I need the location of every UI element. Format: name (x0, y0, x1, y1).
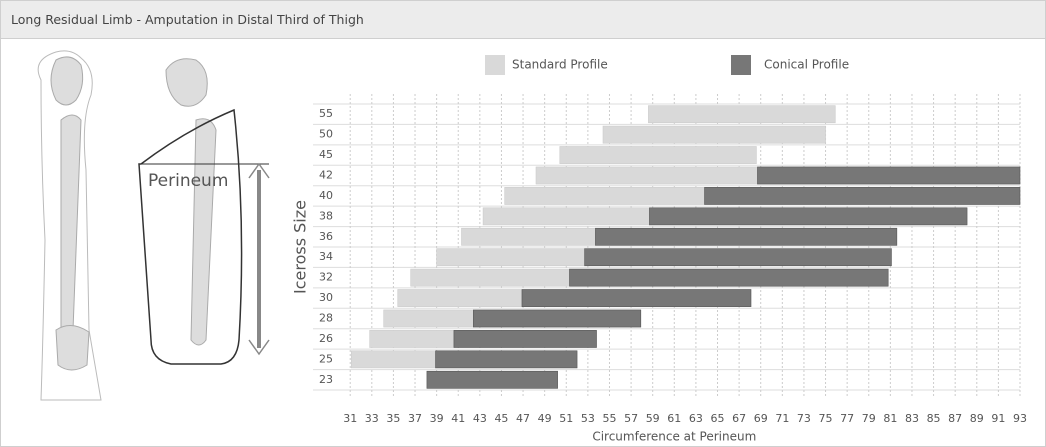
range-bar (595, 227, 898, 246)
x-tick-label: 71 (775, 412, 789, 425)
y-tick-label: 25 (319, 352, 333, 365)
illustration: Perineum (37, 50, 270, 401)
hip-bone (50, 56, 84, 106)
legend-swatch (485, 55, 505, 75)
x-tick-label: 43 (473, 412, 487, 425)
range-bar (584, 248, 892, 267)
x-tick-label: 69 (754, 412, 768, 425)
x-tick-label: 53 (581, 412, 595, 425)
x-tick-label: 63 (689, 412, 703, 425)
range-bar (521, 289, 752, 307)
y-tick-label: 26 (319, 332, 333, 345)
range-bar (569, 268, 889, 287)
x-tick-label: 77 (840, 412, 854, 425)
x-tick-label: 33 (365, 412, 379, 425)
range-bar (435, 350, 578, 369)
range-bar (397, 289, 523, 307)
x-tick-label: 79 (862, 412, 876, 425)
x-tick-label: 93 (1013, 412, 1027, 425)
y-tick-label: 38 (319, 209, 333, 222)
panel-header: Long Residual Limb - Amputation in Dista… (1, 1, 1045, 39)
x-tick-label: 49 (538, 412, 552, 425)
range-bar (473, 309, 642, 328)
x-tick-label: 57 (624, 412, 638, 425)
x-tick-label: 65 (711, 412, 725, 425)
range-bar (453, 330, 597, 348)
x-tick-label: 47 (516, 412, 530, 425)
y-tick-label: 45 (319, 148, 333, 161)
range-bar (369, 330, 455, 348)
y-tick-label: 30 (319, 291, 333, 304)
y-tick-label: 40 (319, 189, 333, 202)
x-tick-label: 39 (430, 412, 444, 425)
x-tick-label: 67 (732, 412, 746, 425)
femur-right (190, 118, 217, 346)
y-tick-label: 34 (319, 250, 333, 263)
range-bar (535, 166, 758, 185)
y-tick-label: 50 (319, 128, 333, 141)
x-tick-label: 37 (408, 412, 422, 425)
y-tick-label: 23 (319, 373, 333, 386)
legend-label: Conical Profile (764, 58, 849, 72)
range-bar (649, 207, 968, 226)
range-bar (350, 350, 436, 369)
x-tick-label: 35 (386, 412, 400, 425)
x-tick-label: 83 (905, 412, 919, 425)
y-tick-label: 36 (319, 230, 333, 243)
perineum-label: Perineum (148, 171, 228, 191)
range-bar (704, 187, 1021, 205)
arrow-heads (248, 162, 270, 356)
range-bar (410, 268, 570, 287)
range-bar (383, 309, 474, 328)
x-tick-label: 55 (602, 412, 616, 425)
x-tick-label: 75 (819, 412, 833, 425)
range-bar (436, 248, 585, 267)
x-tick-label: 31 (343, 412, 357, 425)
x-tick-label: 73 (797, 412, 811, 425)
x-tick-label: 45 (494, 412, 508, 425)
y-tick-label: 32 (319, 271, 333, 284)
residual-limb-outline (138, 108, 243, 365)
x-tick-label: 81 (883, 412, 897, 425)
legend-swatch (731, 55, 751, 75)
range-bar (482, 207, 650, 226)
range-bar (757, 166, 1021, 185)
x-tick-label: 91 (991, 412, 1005, 425)
hip-bone-right (165, 58, 208, 107)
x-tick-label: 61 (667, 412, 681, 425)
x-tick-label: 59 (646, 412, 660, 425)
y-tick-label: 42 (319, 169, 333, 182)
x-tick-label: 87 (948, 412, 962, 425)
range-bar (602, 125, 826, 144)
knee (55, 325, 90, 371)
range-bar (648, 105, 836, 124)
range-bar (559, 146, 757, 164)
range-bar (461, 227, 596, 246)
x-tick-label: 85 (927, 412, 941, 425)
chart: Perineum 31 33 35 37 39 41 43 45 47 49 51 53 55 57 59 6… (37, 50, 1027, 444)
x-tick-label: 51 (559, 412, 573, 425)
x-axis-title: Circumference at Perineum (592, 430, 756, 444)
x-tick-label: 89 (970, 412, 984, 425)
range-bar (504, 187, 705, 205)
y-tick-label: 28 (319, 312, 333, 325)
x-tick-label: 41 (451, 412, 465, 425)
y-axis-title: Iceross Size (291, 200, 310, 294)
range-bar (426, 370, 558, 389)
legend-label: Standard Profile (512, 58, 608, 72)
y-tick-label: 55 (319, 107, 333, 120)
